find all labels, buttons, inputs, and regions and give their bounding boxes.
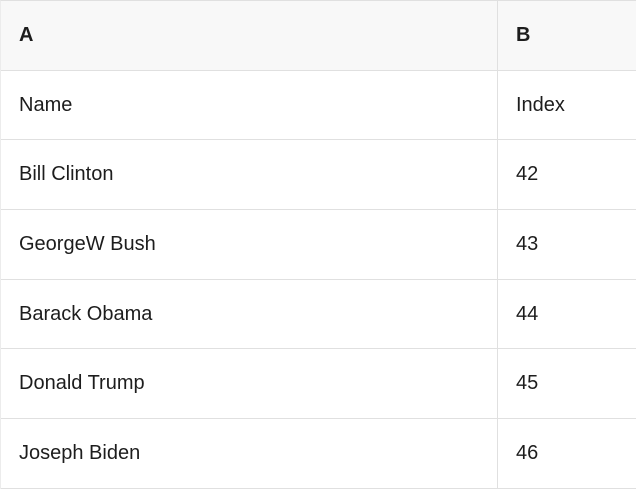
table-row: Donald Trump 45 (1, 349, 636, 420)
cell-index[interactable]: 44 (516, 302, 539, 325)
table-row: Barack Obama 44 (1, 279, 636, 350)
cell-name[interactable]: Joseph Biden (1, 419, 498, 488)
table-row: Name Index (1, 70, 636, 141)
cell-index[interactable]: 42 (516, 163, 539, 186)
column-header-row: A B (1, 1, 636, 71)
table-row: Bill Clinton 42 (1, 140, 636, 211)
column-header-b[interactable]: B (516, 23, 531, 46)
cell-index[interactable]: 45 (516, 372, 539, 395)
cell-index[interactable]: 43 (516, 232, 539, 255)
cell-name[interactable]: Barack Obama (1, 279, 498, 349)
cell-name-header[interactable]: Name (1, 70, 498, 140)
cell-name[interactable]: Donald Trump (1, 349, 498, 419)
cell-name[interactable]: Bill Clinton (1, 140, 498, 210)
table-row: GeorgeW Bush 43 (1, 210, 636, 280)
table-row: Joseph Biden 46 (1, 419, 636, 489)
cell-index[interactable]: 46 (516, 441, 539, 464)
cell-index-header[interactable]: Index (516, 93, 565, 116)
cell-name[interactable]: GeorgeW Bush (1, 210, 498, 279)
column-header-a[interactable]: A (1, 1, 498, 70)
